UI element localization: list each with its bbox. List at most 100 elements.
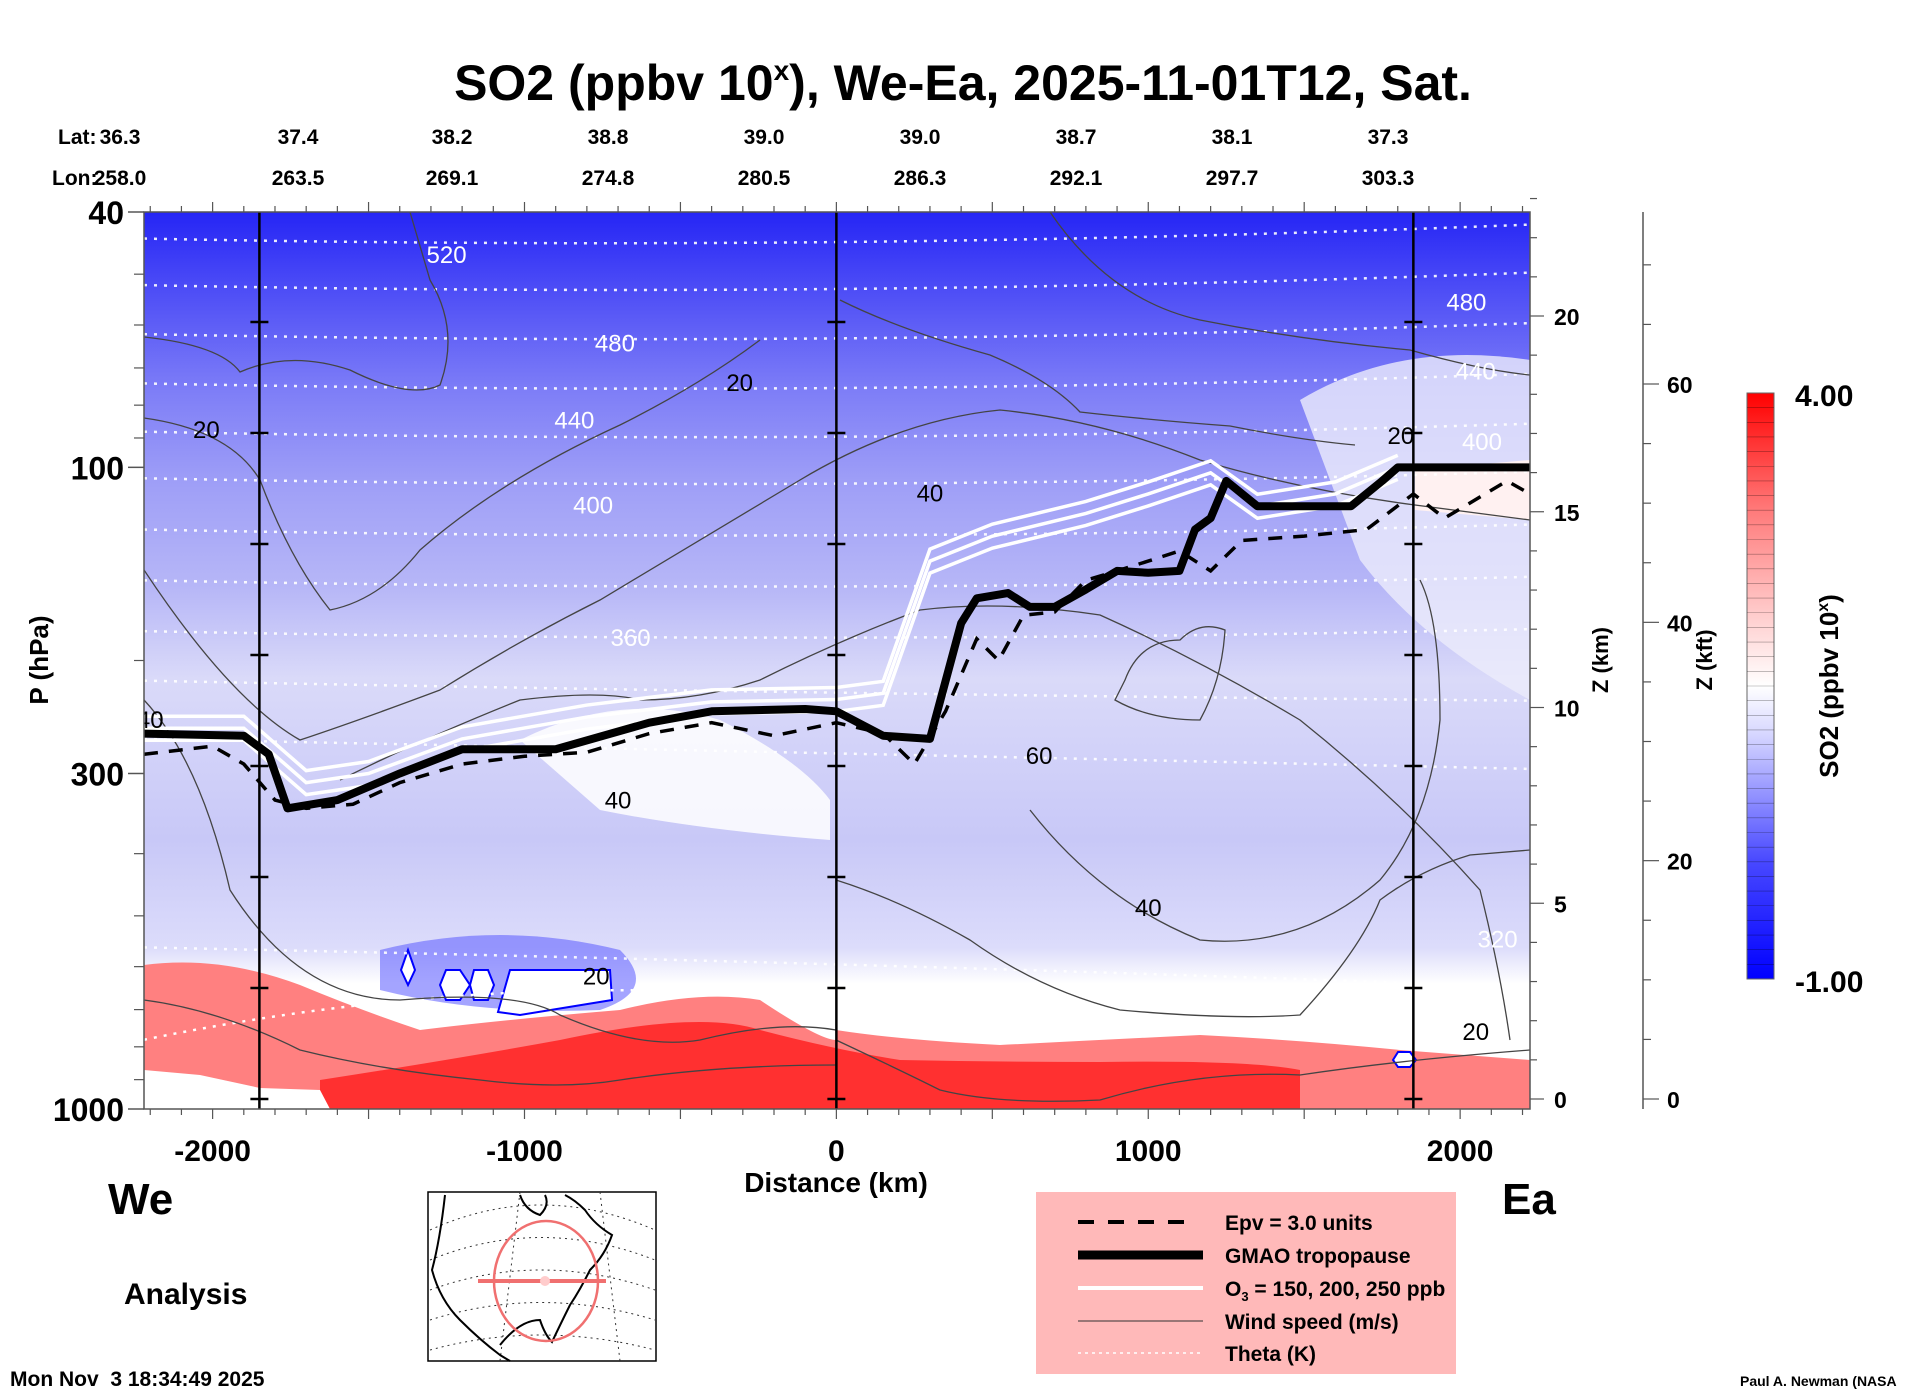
y-axis-label: P (hPa) [24,615,54,704]
lat-value: 39.0 [900,126,941,149]
lat-value: 39.0 [744,126,785,149]
x-axis: -2000 -1000 0 1000 2000 [149,202,1524,1168]
tropopause-line [144,463,1530,813]
lon-value: 303.3 [1362,167,1415,190]
legend-label-theta: Theta (K) [1225,1343,1316,1366]
contour-labels: 520 480 440 400 360 320 480 440 400 20 20 20 40 40 60 4… [137,242,1518,1046]
lat-value: 38.8 [588,126,629,149]
chart-title: SO2 (ppbv 10x), We-Ea, 2025-11-01T12, Sa… [454,55,1472,111]
wind-speed-label: 20 [193,417,220,444]
lon-value: 263.5 [272,167,325,190]
z-kft-tick-label: 40 [1667,610,1693,636]
colorbar-min-label: -1.00 [1795,966,1863,999]
legend: Epv = 3.0 units GMAO tropopause O3 = 150… [1036,1192,1456,1374]
tropopause-contour [144,463,1530,813]
wind-contour [144,999,837,1086]
z-kft-tick-label: 60 [1667,372,1693,398]
z-kft-tick-label: 0 [1667,1087,1680,1113]
map-graticule [429,1237,656,1261]
wind-speed-label: 20 [583,964,610,991]
theta-label: 480 [1446,290,1486,317]
z-km-tick-label: 0 [1554,1087,1567,1113]
timestamp: Mon Nov 3 18:34:49 2025 [10,1368,265,1391]
wind-speed-label: 40 [137,707,164,734]
legend-label-ozone: O3 = 150, 200, 250 ppb [1225,1278,1445,1304]
theta-label: 440 [554,408,594,435]
wind-speed-label: 40 [917,480,944,507]
z-km-tick-label: 15 [1554,500,1580,526]
x-tick-label: 2000 [1427,1135,1494,1168]
coastline-icon [430,1194,614,1362]
map-graticule [599,1191,621,1362]
lon-value: 292.1 [1050,167,1103,190]
lat-value: 37.4 [278,126,319,149]
legend-label-epv: Epv = 3.0 units [1225,1212,1373,1235]
west-label: We [108,1175,173,1224]
x-tick-label: -2000 [174,1135,251,1168]
theta-label: 400 [573,492,613,519]
colorbar-title: SO2 (ppbv 10x) [1814,594,1844,778]
y-tick-label: 100 [71,450,124,486]
theta-label: 440 [1456,359,1496,386]
y-tick-label: 1000 [53,1092,124,1128]
ozone-contour [144,453,1399,773]
y-tick-label: 40 [88,195,124,231]
map-graticule [429,1302,656,1321]
colorbar: 4.00 -1.00 SO2 (ppbv 10x) [1746,380,1863,999]
wind-contour [835,1039,1530,1102]
legend-label-wind: Wind speed (m/s) [1225,1311,1399,1334]
lon-value: 297.7 [1206,167,1259,190]
wind-speed-label: 20 [1388,423,1415,450]
wind-contour [144,409,1530,741]
analysis-label: Analysis [124,1278,247,1311]
map-graticule [429,1269,656,1291]
lon-value: 274.8 [582,167,635,190]
theta-label: 320 [1478,926,1518,953]
map-graticule [429,1334,656,1351]
wind-contour [1049,212,1530,376]
y-axis-z-kft: 0 20 40 60 [1642,212,1693,1113]
reference-lines [250,212,1423,1109]
blob-2 [438,969,472,1001]
x-tick-label: 1000 [1115,1135,1182,1168]
wind-speed-label: 40 [1135,895,1162,922]
y-axis-z-km: 0 5 10 15 20 [1530,197,1580,1113]
lat-label: Lat: [58,126,97,149]
wind-contour [339,605,1511,1041]
epv-line [144,478,1530,811]
y-tick-label: 300 [71,756,124,792]
so2-surface-mask [144,1070,330,1109]
lon-value: 286.3 [894,167,947,190]
wind-contour [1029,579,1441,942]
blob-5 [1391,1051,1418,1068]
lat-value: 38.2 [432,126,473,149]
ozone-contour [144,477,1399,797]
theta-label: 400 [1462,429,1502,456]
lon-value: 269.1 [426,167,479,190]
wind-contour [144,339,761,611]
wind-contour [839,299,1356,446]
theta-label: 360 [611,625,651,652]
so2-pink-patch [1415,460,1530,520]
blob-4 [496,969,614,1017]
colorbar-max-label: 4.00 [1795,380,1853,413]
map-graticule [499,1191,521,1362]
z-km-tick-label: 10 [1554,696,1580,722]
colorbar-ticks [1747,407,1774,965]
so2-field: 520 480 440 400 360 320 480 440 400 20 20 20 40 40 60 4… [137,212,1530,1109]
lon-value: 280.5 [738,167,791,190]
wind-contour [144,699,837,1043]
credit: Paul A. Newman (NASA [1740,1373,1897,1389]
theta-label: 520 [427,242,467,269]
blob-3 [468,969,496,1001]
z-km-tick-label: 5 [1554,891,1567,917]
inset-map [427,1191,657,1362]
lat-value: 38.7 [1056,126,1097,149]
lat-value: 36.3 [100,126,141,149]
epv-contour [144,478,1530,811]
colorbar-gradient [1746,392,1775,980]
legend-label-tropopause: GMAO tropopause [1225,1245,1411,1268]
wind-speed-label: 20 [726,370,753,397]
so2-white-patch [520,708,830,840]
